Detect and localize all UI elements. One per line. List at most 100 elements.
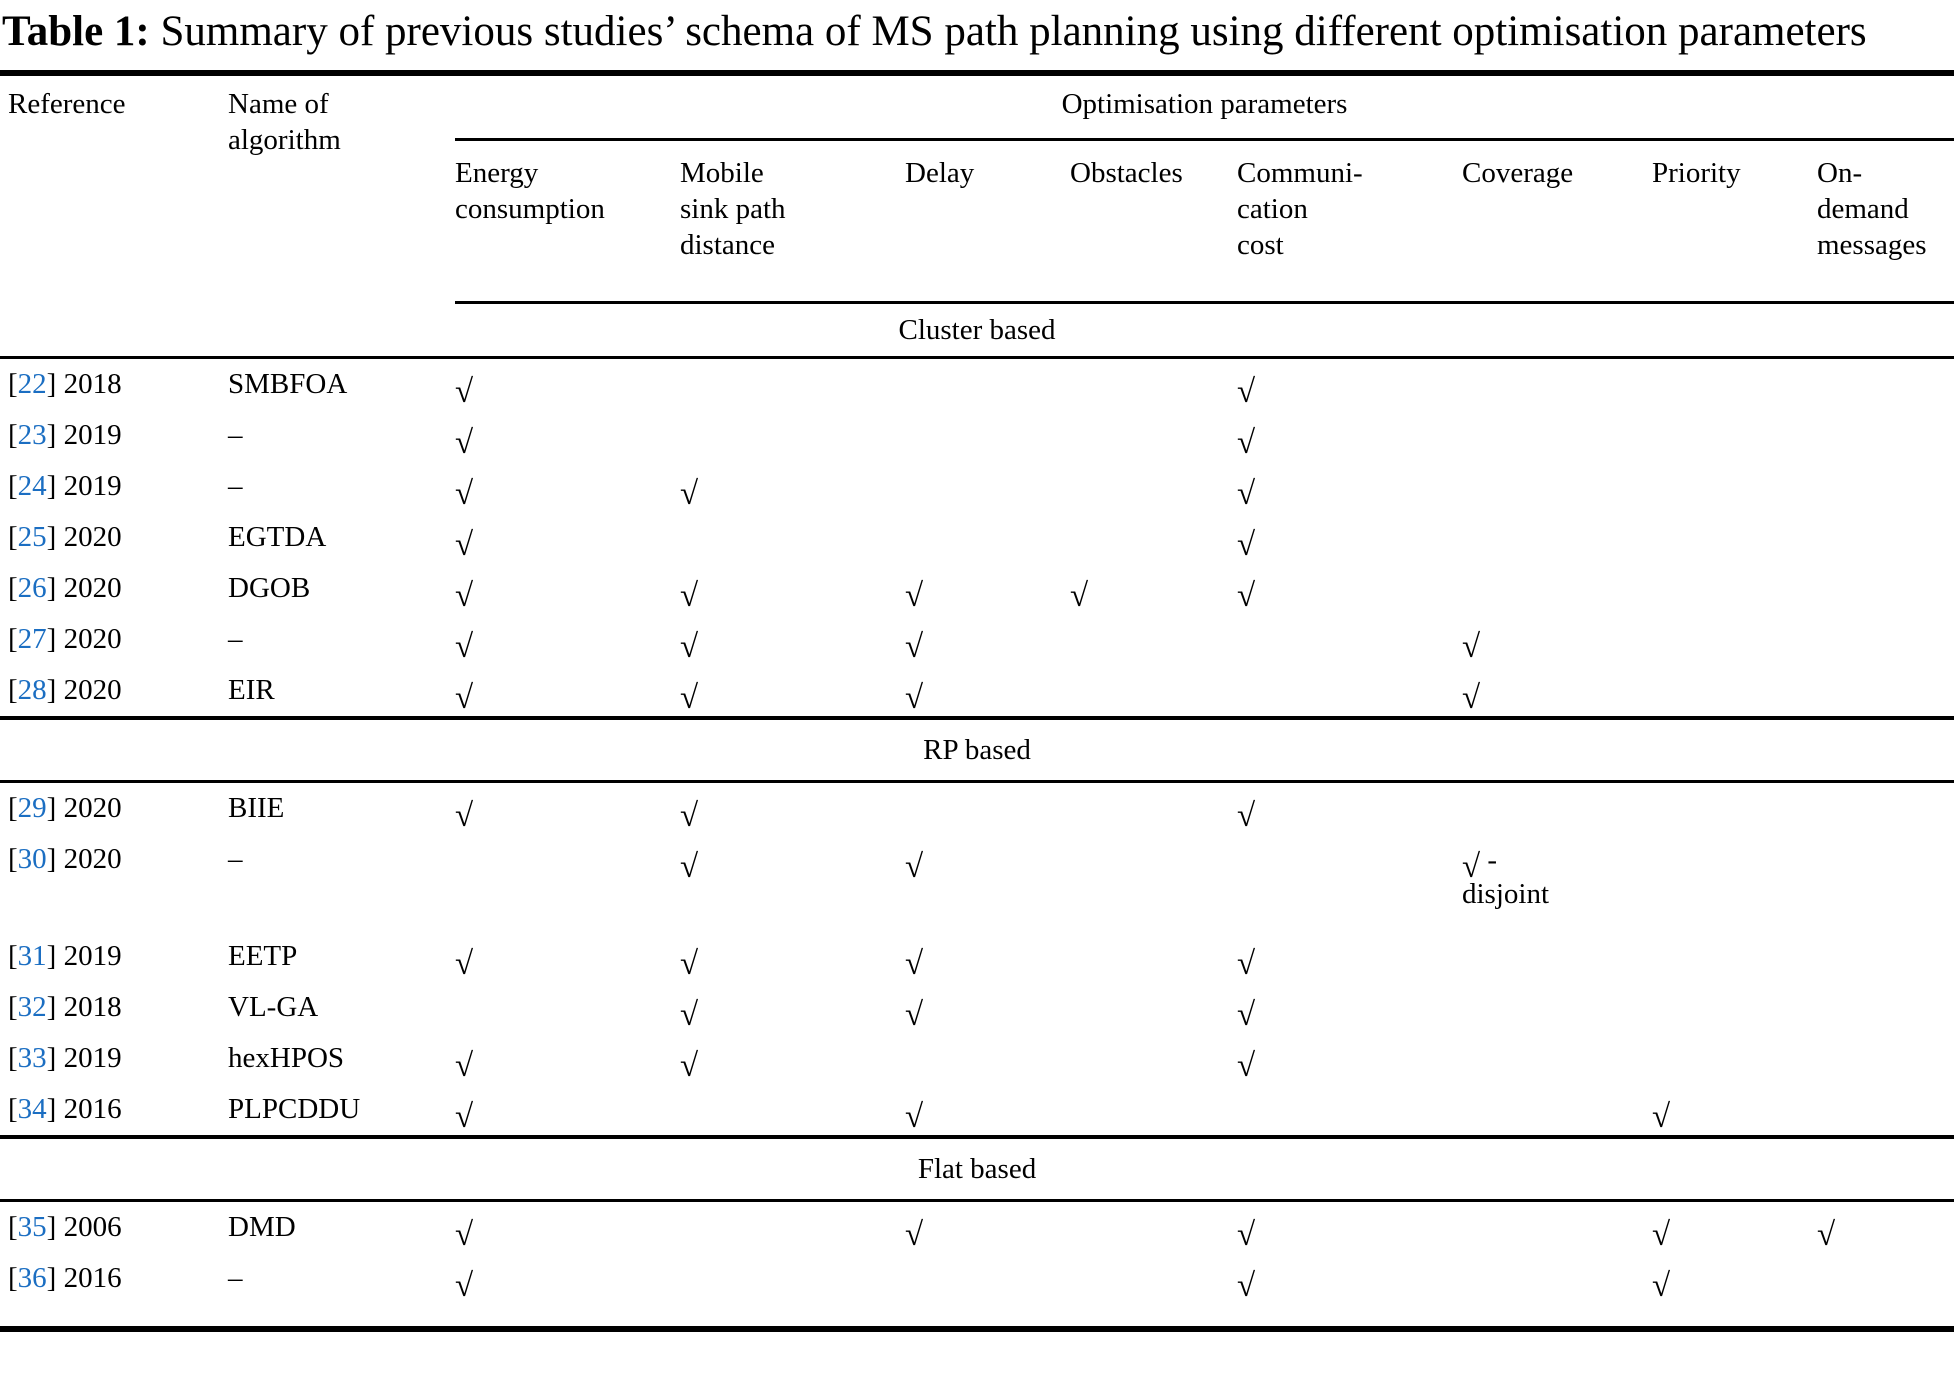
reference-cell: [31] 2019 <box>8 940 122 972</box>
check-icon: √ <box>905 1217 924 1253</box>
citation-link[interactable]: 25 <box>17 521 47 553</box>
column-header-param: On-demand messages <box>1817 139 1954 304</box>
check-icon: √ <box>455 798 474 834</box>
check-icon: √ <box>455 578 474 614</box>
column-header-param: Delay <box>905 139 1070 304</box>
citation-link[interactable]: 22 <box>17 368 47 400</box>
check-icon: √ <box>905 946 924 982</box>
param-empty-cell <box>680 1201 905 1254</box>
reference-cell: [28] 2020 <box>8 674 122 706</box>
param-empty-cell <box>1462 563 1652 614</box>
param-empty-cell <box>1462 782 1652 835</box>
column-header-param: Obstacles <box>1070 139 1237 304</box>
table-row: [24] 2019 – √ √ √ <box>0 461 1954 512</box>
table-caption-label: Table 1: <box>2 8 150 55</box>
param-empty-cell <box>905 1033 1070 1084</box>
reference-cell: [35] 2006 <box>8 1211 122 1243</box>
param-check-cell: √ <box>1237 461 1462 512</box>
citation-link[interactable]: 34 <box>17 1093 47 1125</box>
check-icon: √ <box>455 629 474 665</box>
algorithm-cell: VL-GA <box>228 991 319 1023</box>
param-check-cell: √ <box>455 931 680 982</box>
param-empty-cell <box>905 782 1070 835</box>
param-empty-cell <box>1817 358 1954 411</box>
param-empty-cell <box>680 410 905 461</box>
reference-cell: [25] 2020 <box>8 521 122 553</box>
param-check-cell: √ <box>905 563 1070 614</box>
check-icon: √ <box>680 1048 699 1084</box>
algorithm-cell: DMD <box>228 1211 296 1243</box>
param-check-cell: √ <box>1237 1033 1462 1084</box>
param-check-cell: √ <box>455 563 680 614</box>
column-header-param: Energy consumption <box>455 139 680 304</box>
citation-link[interactable]: 35 <box>17 1211 47 1243</box>
section-header-row: Flat based <box>0 1135 1954 1202</box>
citation-link[interactable]: 23 <box>17 419 47 451</box>
param-empty-cell <box>1070 1084 1237 1137</box>
param-empty-cell <box>1462 1201 1652 1254</box>
param-empty-cell <box>1817 614 1954 665</box>
citation-link[interactable]: 26 <box>17 572 47 604</box>
param-empty-cell <box>1817 834 1954 931</box>
algorithm-cell: – <box>228 419 243 451</box>
param-empty-cell <box>905 461 1070 512</box>
param-empty-cell <box>1817 410 1954 461</box>
reference-cell: [36] 2016 <box>8 1262 122 1294</box>
check-icon: √ <box>1462 680 1481 716</box>
header-row-top: Reference Name of algorithm Optimisation … <box>0 73 1954 156</box>
citation-link[interactable]: 29 <box>17 792 47 824</box>
param-check-cell: √ <box>680 461 905 512</box>
citation-link[interactable]: 32 <box>17 991 47 1023</box>
check-icon: √ <box>680 578 699 614</box>
param-check-cell: √ <box>455 410 680 461</box>
algorithm-cell: EIR <box>228 674 275 706</box>
check-icon: √ <box>1237 997 1256 1033</box>
table-row: [26] 2020 DGOB √ √ √ √ √ <box>0 563 1954 614</box>
citation-link[interactable]: 28 <box>17 674 47 706</box>
param-empty-cell <box>1652 512 1817 563</box>
reference-cell: [32] 2018 <box>8 991 122 1023</box>
param-check-cell: √ <box>680 931 905 982</box>
param-empty-cell <box>1652 358 1817 411</box>
param-empty-cell <box>1817 461 1954 512</box>
param-check-cell: √ <box>1237 982 1462 1033</box>
param-check-cell: √ <box>1462 614 1652 665</box>
section-header-row: RP based <box>0 716 1954 783</box>
citation-link[interactable]: 36 <box>17 1262 47 1294</box>
column-header-param: Priority <box>1652 139 1817 304</box>
param-check-cell: √ <box>1652 1201 1817 1254</box>
check-icon: √ <box>905 997 924 1033</box>
check-icon: √ <box>905 849 924 885</box>
param-empty-cell <box>1652 782 1817 835</box>
param-empty-cell <box>1070 782 1237 835</box>
citation-link[interactable]: 31 <box>17 940 47 972</box>
check-icon: √ <box>1237 425 1256 461</box>
param-check-cell: √ <box>1237 358 1462 411</box>
check-icon: √ <box>1237 527 1256 563</box>
algorithm-cell: EETP <box>228 940 298 972</box>
column-header-param: Coverage <box>1462 139 1652 304</box>
param-empty-cell <box>1070 982 1237 1033</box>
section-label: Cluster based <box>0 302 1954 359</box>
citation-link[interactable]: 30 <box>17 843 47 875</box>
table-row: [35] 2006 DMD √ √ √ √ √ <box>0 1201 1954 1254</box>
param-check-cell: √ <box>1462 665 1652 718</box>
citation-link[interactable]: 24 <box>17 470 47 502</box>
param-empty-cell <box>1070 512 1237 563</box>
check-icon: √ <box>455 946 474 982</box>
param-empty-cell <box>905 512 1070 563</box>
param-empty-cell <box>1817 512 1954 563</box>
check-icon: √ <box>680 997 699 1033</box>
check-icon: √ <box>680 629 699 665</box>
param-empty-cell <box>1817 665 1954 718</box>
param-empty-cell <box>1817 563 1954 614</box>
table-row: [29] 2020 BIIE √ √ √ <box>0 782 1954 835</box>
citation-link[interactable]: 33 <box>17 1042 47 1074</box>
param-empty-cell <box>905 358 1070 411</box>
param-check-cell: √ <box>1237 1201 1462 1254</box>
table-row: [32] 2018 VL-GA √ √ √ <box>0 982 1954 1033</box>
column-header-optimisation-parameters: Optimisation parameters <box>455 73 1954 141</box>
citation-link[interactable]: 27 <box>17 623 47 655</box>
param-empty-cell <box>1817 782 1954 835</box>
param-check-cell: √ <box>1237 1253 1462 1329</box>
